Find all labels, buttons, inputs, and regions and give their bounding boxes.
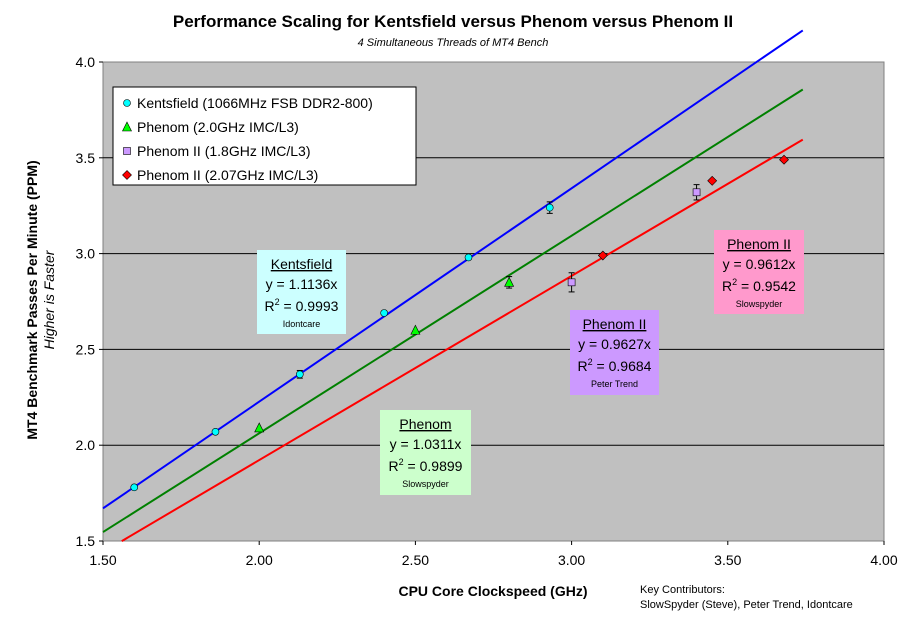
x-tick-label: 1.50: [89, 552, 116, 568]
y-axis-title: MT4 Benchmark Passes Per Minute (PPM): [24, 160, 40, 439]
annotation-equation: y = 1.1136x: [266, 276, 338, 292]
legend-marker-3: [122, 170, 132, 180]
annotation-contributor: Peter Trend: [591, 379, 638, 389]
data-point-series-3: [707, 175, 718, 186]
annotation-box: [714, 230, 804, 314]
gridlines: [103, 157, 884, 446]
annotation-r-squared: R2 = 0.9899: [389, 457, 463, 474]
annotation-phenom2a: Phenom II y = 0.9627x R2 = 0.9684 Peter Tre…: [570, 310, 659, 395]
x-axis-title: CPU Core Clockspeed (GHz): [398, 583, 587, 599]
x-tick-label: 3.00: [558, 552, 585, 568]
annotation-title: Phenom: [399, 416, 451, 432]
r-squared-exponent: 2: [275, 297, 280, 307]
y-tick-label: 2.5: [76, 341, 96, 357]
trend-lines: [102, 29, 804, 542]
x-axis-ticks: 1.50 2.00 2.50 3.00 3.50 4.00: [89, 541, 898, 568]
y-tick-label: 1.5: [76, 533, 96, 549]
annotation-equation: y = 1.0311x: [390, 436, 462, 452]
r-squared-label: R: [389, 458, 399, 474]
r-squared-value: = 0.9542: [737, 278, 796, 294]
annotation-kentsfield: Kentsfield y = 1.1136x R2 = 0.9993 Idontcar…: [257, 250, 346, 334]
annotation-title: Phenom II: [583, 316, 647, 332]
x-tick-label: 2.50: [402, 552, 429, 568]
data-point-series-1: [410, 324, 421, 335]
annotation-contributor: Slowspyder: [736, 299, 783, 309]
y-axis-ticks: 1.5 2.0 2.5 3.0 3.5 4.0: [76, 54, 103, 549]
x-tick-label: 2.00: [246, 552, 273, 568]
trend-line-series-1: [102, 88, 804, 533]
y-tick-label: 4.0: [76, 54, 96, 70]
r-squared-value: = 0.9684: [593, 358, 652, 374]
data-point-series-2: [567, 278, 576, 287]
data-points: [130, 154, 789, 492]
data-point-series-0: [380, 309, 388, 317]
key-contributors-label: Key Contributors:: [640, 584, 725, 596]
r-squared-value: = 0.9993: [280, 298, 339, 314]
legend-label-3: Phenom II (2.07GHz IMC/L3): [137, 167, 318, 183]
chart-title: Performance Scaling for Kentsfield versu…: [173, 12, 733, 31]
annotation-phenom2b: Phenom II y = 0.9612x R2 = 0.9542 Slowspyde…: [714, 230, 804, 314]
x-tick-label: 3.50: [714, 552, 741, 568]
y-tick-label: 3.5: [76, 150, 96, 166]
data-point-series-1: [254, 422, 265, 433]
annotation-title: Phenom II: [727, 236, 791, 252]
annotation-box: [570, 310, 659, 395]
legend-box: [112, 86, 417, 186]
data-point-series-3: [597, 250, 608, 261]
legend-marker-1: [122, 121, 132, 132]
legend-label-1: Phenom (2.0GHz IMC/L3): [137, 119, 299, 135]
legend: Kentsfield (1066MHz FSB DDR2-800) Phenom …: [112, 86, 417, 186]
legend-label-2: Phenom II (1.8GHz IMC/L3): [137, 143, 311, 159]
annotation-phenom: Phenom y = 1.0311x R2 = 0.9899 Slowspyder: [380, 410, 471, 495]
annotation-contributor: Slowspyder: [402, 479, 449, 489]
y-axis-subtitle: Higher is Faster: [41, 249, 57, 349]
annotation-r-squared: R2 = 0.9993: [265, 297, 339, 314]
r-squared-exponent: 2: [588, 357, 593, 367]
annotation-box: [257, 250, 346, 334]
key-contributors-names: SlowSpyder (Steve), Peter Trend, Idontca…: [640, 599, 853, 611]
legend-marker-2: [123, 147, 131, 155]
r-squared-label: R: [578, 358, 588, 374]
annotation-box: [380, 410, 471, 495]
data-point-series-2: [692, 188, 701, 197]
legend-marker-0: [123, 99, 131, 107]
r-squared-exponent: 2: [732, 277, 737, 287]
x-tick-label: 4.00: [870, 552, 897, 568]
annotation-r-squared: R2 = 0.9542: [722, 277, 796, 294]
y-tick-label: 2.0: [76, 437, 96, 453]
annotation-equation: y = 0.9612x: [723, 256, 796, 272]
data-point-series-0: [464, 253, 473, 262]
y-tick-label: 3.0: [76, 246, 96, 262]
data-point-series-3: [779, 154, 789, 165]
r-squared-label: R: [722, 278, 732, 294]
trend-line-series-3: [121, 138, 804, 542]
data-point-series-1: [504, 276, 515, 287]
data-point-series-0: [130, 483, 139, 492]
legend-label-0: Kentsfield (1066MHz FSB DDR2-800): [137, 95, 373, 111]
trend-line-series-0: [102, 29, 804, 510]
data-point-series-0: [211, 427, 220, 436]
r-squared-label: R: [265, 298, 275, 314]
annotation-title: Kentsfield: [271, 256, 332, 272]
annotation-r-squared: R2 = 0.9684: [578, 357, 652, 374]
annotation-equation: y = 0.9627x: [578, 336, 651, 352]
chart-subtitle: 4 Simultaneous Threads of MT4 Bench: [358, 37, 549, 49]
r-squared-value: = 0.9899: [404, 458, 463, 474]
data-point-series-0: [296, 370, 304, 379]
annotation-contributor: Idontcare: [283, 319, 321, 329]
r-squared-exponent: 2: [399, 457, 404, 467]
data-point-series-0: [545, 203, 554, 212]
